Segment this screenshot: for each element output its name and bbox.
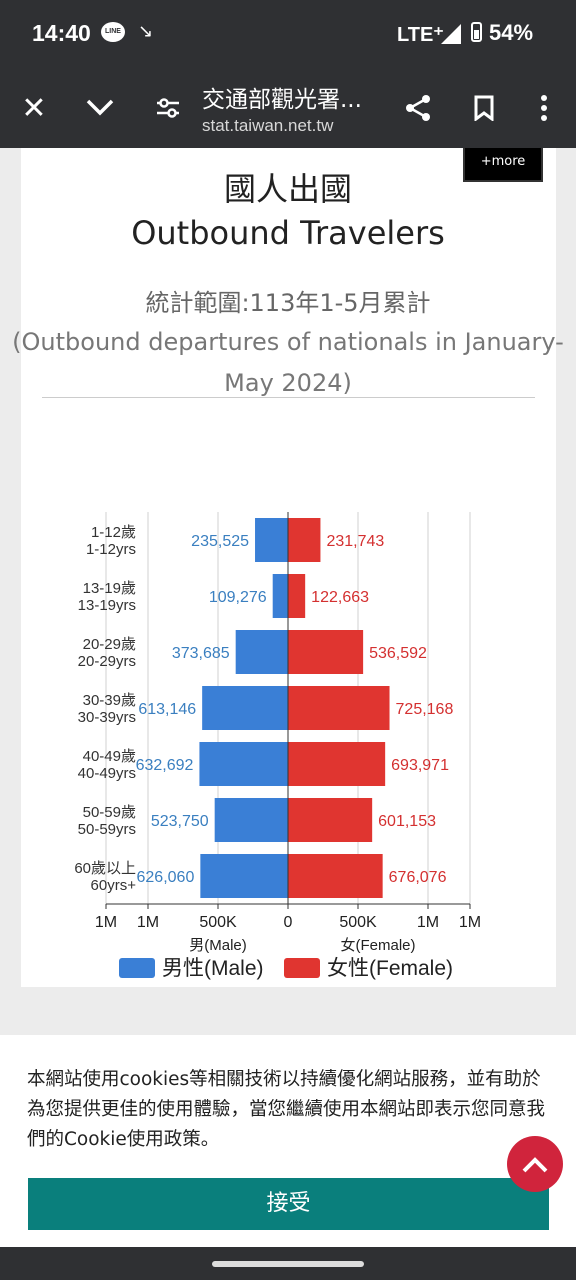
signal-icon [441, 24, 461, 44]
network-type: LTE⁺ [397, 24, 444, 46]
cookie-text: 本網站使用cookies等相關技術以持續優化網站服務，並有助於為您提供更佳的使用… [27, 1069, 546, 1150]
chevron-up-icon [522, 1157, 548, 1173]
chart-title-en: Outbound Travelers [131, 214, 445, 252]
scroll-top-button[interactable] [507, 1136, 563, 1192]
more-button[interactable]: +more [463, 148, 543, 182]
accept-button[interactable]: 接受 [28, 1178, 549, 1230]
battery-icon [471, 22, 482, 42]
status-time: 14:40 [32, 20, 91, 46]
battery-level: 54% [489, 20, 534, 45]
browser-toolbar: ✕ 交通部觀光署... stat.taiwan.net.tw [0, 68, 576, 148]
route-icon: ↘ [138, 21, 154, 41]
page-title[interactable]: 交通部觀光署... [202, 87, 362, 113]
more-menu-icon[interactable] [522, 86, 566, 130]
line-app-icon: LINE [101, 22, 125, 42]
home-indicator[interactable] [212, 1261, 364, 1267]
close-icon[interactable]: ✕ [21, 90, 47, 126]
page-url[interactable]: stat.taiwan.net.tw [202, 116, 334, 135]
content-card [21, 148, 556, 987]
divider [42, 397, 535, 398]
range-zh: 統計範圍:113年1-5月累計 [145, 289, 431, 317]
share-icon[interactable] [396, 86, 440, 130]
site-settings-icon[interactable] [146, 86, 190, 130]
range-en: (Outbound departures of nationals in Jan… [12, 328, 564, 397]
chevron-down-icon[interactable] [78, 86, 122, 130]
bookmark-icon[interactable] [462, 86, 506, 130]
chart-title-zh: 國人出國 [223, 170, 352, 208]
status-bar: 14:40 LINE ↘ LTE⁺ 54% [0, 0, 576, 68]
